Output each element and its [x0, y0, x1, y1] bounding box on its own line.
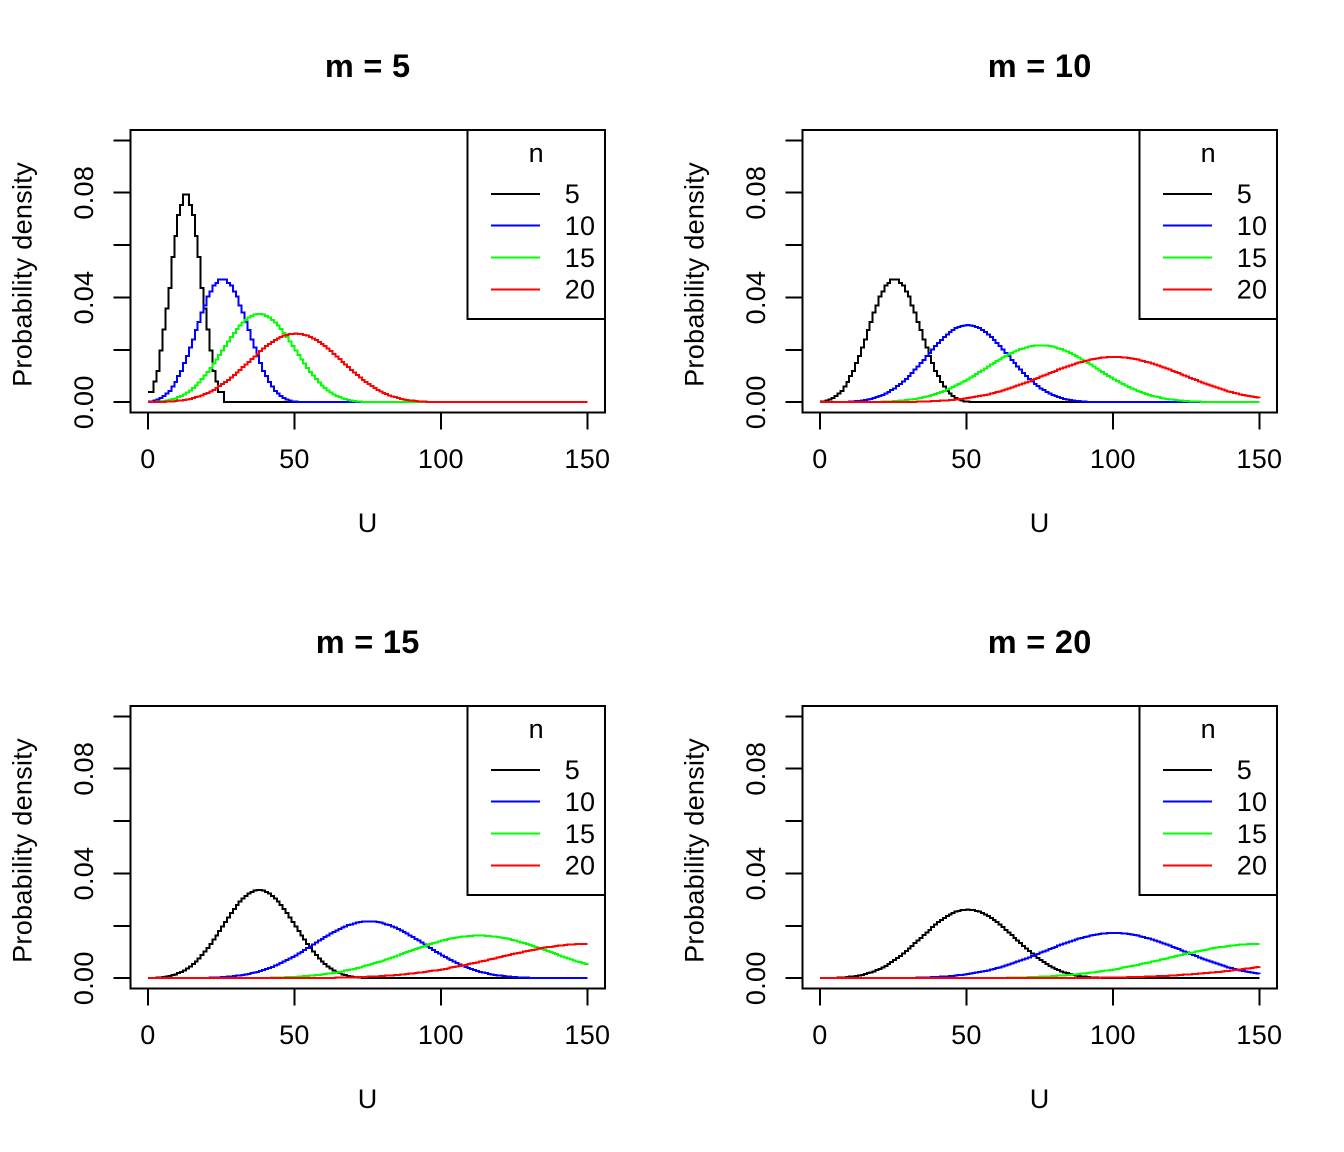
- svg-text:15: 15: [1237, 819, 1268, 849]
- svg-text:n: n: [529, 714, 544, 744]
- svg-text:50: 50: [951, 1020, 982, 1050]
- svg-text:m = 15: m = 15: [316, 624, 420, 660]
- svg-text:5: 5: [1237, 755, 1252, 785]
- svg-text:n: n: [1201, 714, 1216, 744]
- svg-text:0.08: 0.08: [69, 742, 99, 796]
- svg-text:0.00: 0.00: [741, 951, 771, 1005]
- svg-text:0.04: 0.04: [69, 847, 99, 901]
- svg-text:150: 150: [1236, 444, 1282, 474]
- svg-text:0: 0: [140, 444, 155, 474]
- svg-text:U: U: [358, 1084, 378, 1114]
- svg-text:0.08: 0.08: [741, 166, 771, 220]
- svg-text:10: 10: [1237, 787, 1268, 817]
- svg-text:20: 20: [565, 851, 596, 881]
- svg-text:0: 0: [812, 1020, 827, 1050]
- svg-text:5: 5: [1237, 179, 1252, 209]
- svg-text:n: n: [1201, 138, 1216, 168]
- svg-text:0.00: 0.00: [741, 375, 771, 429]
- svg-text:Probability density: Probability density: [680, 738, 710, 963]
- svg-text:m = 20: m = 20: [988, 624, 1092, 660]
- svg-text:U: U: [1030, 1084, 1050, 1114]
- svg-text:150: 150: [564, 444, 610, 474]
- svg-text:100: 100: [418, 1020, 464, 1050]
- svg-text:0: 0: [140, 1020, 155, 1050]
- svg-text:50: 50: [951, 444, 982, 474]
- svg-text:0.08: 0.08: [69, 166, 99, 220]
- svg-text:0.08: 0.08: [741, 742, 771, 796]
- svg-text:n: n: [529, 138, 544, 168]
- svg-text:100: 100: [1090, 1020, 1136, 1050]
- svg-text:U: U: [358, 508, 378, 538]
- svg-text:150: 150: [564, 1020, 610, 1050]
- svg-text:15: 15: [1237, 243, 1268, 273]
- svg-text:0.04: 0.04: [69, 271, 99, 325]
- svg-text:m = 10: m = 10: [988, 48, 1092, 84]
- svg-text:0.00: 0.00: [69, 951, 99, 1005]
- svg-text:0.00: 0.00: [69, 375, 99, 429]
- svg-text:100: 100: [418, 444, 464, 474]
- svg-text:5: 5: [565, 755, 580, 785]
- svg-text:20: 20: [1237, 851, 1268, 881]
- svg-text:20: 20: [565, 275, 596, 305]
- svg-text:10: 10: [1237, 211, 1268, 241]
- svg-text:0.04: 0.04: [741, 847, 771, 901]
- svg-text:Probability density: Probability density: [8, 738, 38, 963]
- svg-text:100: 100: [1090, 444, 1136, 474]
- svg-text:0: 0: [812, 444, 827, 474]
- svg-text:150: 150: [1236, 1020, 1282, 1050]
- svg-text:5: 5: [565, 179, 580, 209]
- svg-text:50: 50: [279, 1020, 310, 1050]
- svg-text:20: 20: [1237, 275, 1268, 305]
- svg-text:15: 15: [565, 819, 596, 849]
- svg-text:15: 15: [565, 243, 596, 273]
- svg-text:10: 10: [565, 211, 596, 241]
- svg-text:10: 10: [565, 787, 596, 817]
- svg-text:Probability density: Probability density: [8, 162, 38, 387]
- svg-text:m = 5: m = 5: [325, 48, 411, 84]
- svg-text:50: 50: [279, 444, 310, 474]
- svg-text:0.04: 0.04: [741, 271, 771, 325]
- svg-text:Probability density: Probability density: [680, 162, 710, 387]
- svg-text:U: U: [1030, 508, 1050, 538]
